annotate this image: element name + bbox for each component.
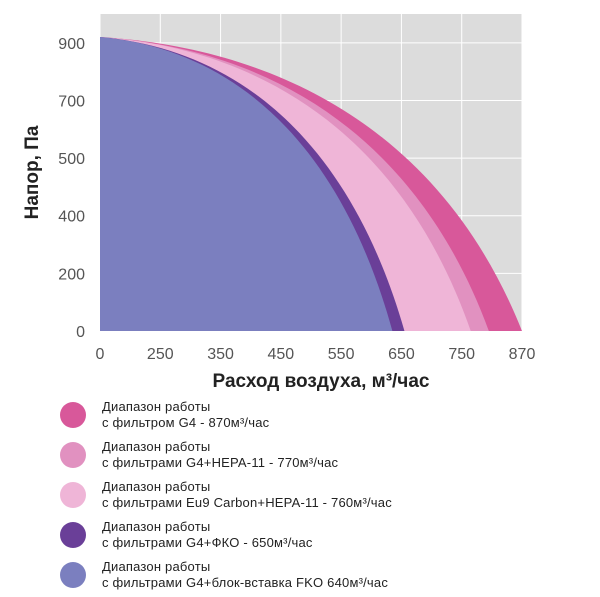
legend-title: Диапазон работы xyxy=(102,559,211,574)
legend-desc: с фильтром G4 - 870м³/час xyxy=(102,415,270,430)
y-tick-label: 400 xyxy=(58,209,85,226)
x-tick-label: 250 xyxy=(147,346,174,363)
legend-title: Диапазон работы xyxy=(102,479,211,494)
x-tick-label: 650 xyxy=(388,346,415,363)
legend-desc: с фильтрами Eu9 Carbon+HEPA-11 - 760м³/ч… xyxy=(102,495,392,510)
legend-item: Диапазон работы с фильтром G4 - 870м³/ча… xyxy=(60,395,580,435)
legend-swatch-g4 xyxy=(60,402,86,428)
y-tick-label: 700 xyxy=(58,93,85,110)
y-axis-label: Напор, Па xyxy=(22,125,43,219)
x-tick-label: 750 xyxy=(448,346,475,363)
y-tick-label: 200 xyxy=(58,266,85,283)
x-tick-label: 350 xyxy=(207,346,234,363)
x-tick-label: 450 xyxy=(268,346,295,363)
legend-swatch-g4-block-fko xyxy=(60,562,86,588)
performance-chart: 0 200 400 500 700 900 0 250 350 450 550 650 750 870 На… xyxy=(22,14,536,392)
x-tick-label: 550 xyxy=(328,346,355,363)
legend-item: Диапазон работы с фильтрами G4+ФКО - 650… xyxy=(60,515,580,555)
legend-desc: с фильтрами G4+блок-вставка FKO 640м³/ча… xyxy=(102,575,389,590)
series-area xyxy=(100,37,393,332)
legend: Диапазон работы с фильтром G4 - 870м³/ча… xyxy=(60,395,580,595)
legend-swatch-eu9-hepa xyxy=(60,482,86,508)
legend-desc: с фильтрами G4+ФКО - 650м³/час xyxy=(102,535,313,550)
legend-item: Диапазон работы с фильтрами G4+HEPA-11 -… xyxy=(60,435,580,475)
legend-desc: с фильтрами G4+HEPA-11 - 770м³/час xyxy=(102,455,339,470)
x-axis-label: Расход воздуха, м³/час xyxy=(213,371,430,392)
legend-item: Диапазон работы с фильтрами Eu9 Carbon+H… xyxy=(60,475,580,515)
x-tick-label: 0 xyxy=(96,346,105,363)
legend-item: Диапазон работы с фильтрами G4+блок-вста… xyxy=(60,555,580,595)
y-tick-label: 0 xyxy=(76,324,85,341)
legend-title: Диапазон работы xyxy=(102,519,211,534)
legend-title: Диапазон работы xyxy=(102,399,211,414)
legend-swatch-g4-fko xyxy=(60,522,86,548)
legend-title: Диапазон работы xyxy=(102,439,211,454)
y-tick-label: 500 xyxy=(58,151,85,168)
legend-swatch-g4-hepa xyxy=(60,442,86,468)
x-tick-label: 870 xyxy=(509,346,536,363)
y-tick-label: 900 xyxy=(58,36,85,53)
